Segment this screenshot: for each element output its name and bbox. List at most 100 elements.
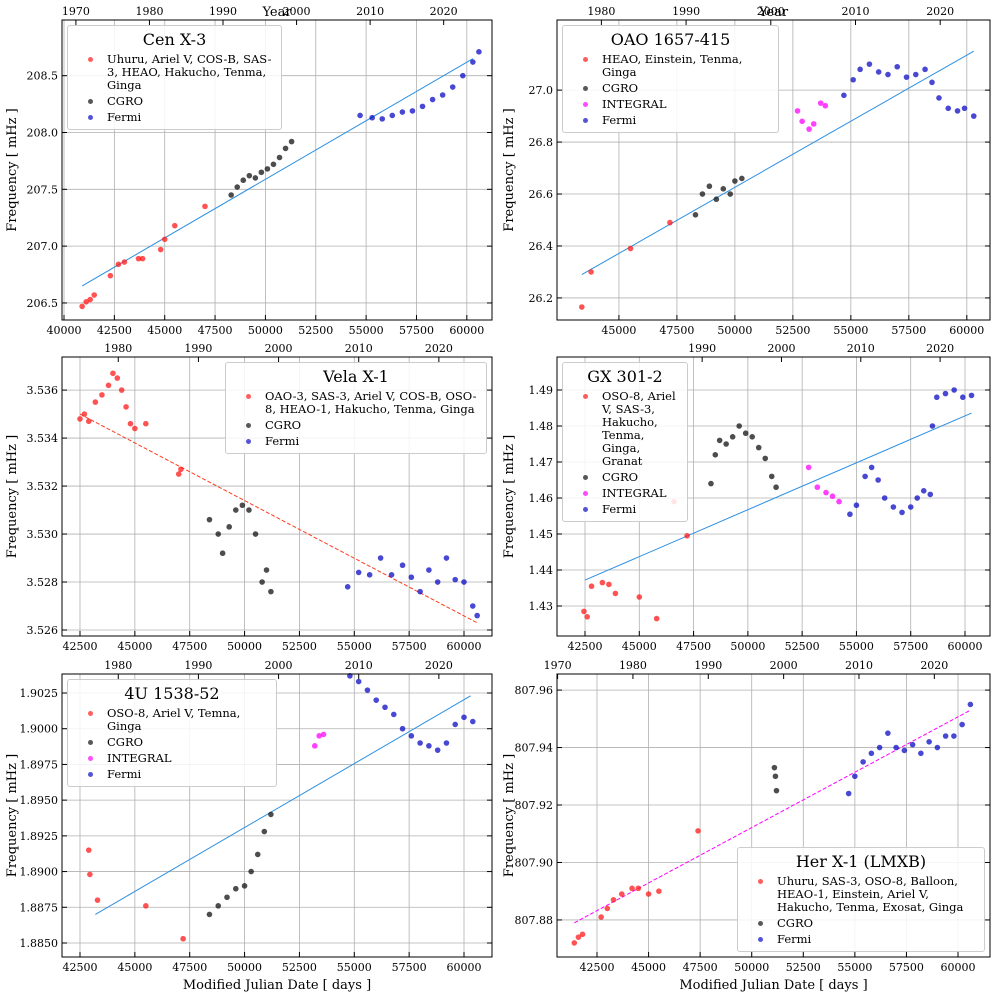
data-point xyxy=(771,764,778,771)
data-point xyxy=(773,484,779,491)
x2-tick-label: 1990 xyxy=(694,659,722,672)
data-point xyxy=(857,66,863,73)
legend-label: CGRO xyxy=(777,916,814,930)
y-tick-label: 807.92 xyxy=(515,799,554,812)
y-axis-label: Frequency [ mHz ] xyxy=(502,754,517,877)
y-tick-label: 1.44 xyxy=(529,564,554,577)
legend-marker xyxy=(758,879,763,884)
legend-label: CGRO xyxy=(107,94,144,108)
data-point xyxy=(599,579,606,586)
data-point xyxy=(805,464,812,471)
data-point xyxy=(847,511,853,518)
data-point xyxy=(443,740,450,746)
plot-frame xyxy=(556,19,991,321)
data-point xyxy=(373,697,380,703)
data-point xyxy=(246,507,252,513)
data-point xyxy=(452,721,459,728)
legend-title: Vela X-1 xyxy=(323,367,389,386)
x2-tick-label: 2020 xyxy=(425,659,453,672)
legend-label: Uhuru, SAS-3, OSO-8, Balloon, HEAO-1, Ei… xyxy=(777,874,964,914)
data-point xyxy=(571,940,578,946)
data-point xyxy=(695,828,701,834)
data-point xyxy=(936,95,942,101)
legend-marker xyxy=(583,507,588,512)
data-point xyxy=(355,678,362,685)
legend-entry: INTEGRAL xyxy=(76,752,268,765)
data-point xyxy=(706,183,713,190)
data-point xyxy=(890,504,897,510)
data-point xyxy=(951,733,957,739)
x2-tick-label: 2000 xyxy=(757,5,785,18)
data-point xyxy=(419,103,426,110)
data-point xyxy=(461,714,467,721)
data-point xyxy=(228,192,234,198)
legend-marker xyxy=(583,57,588,62)
data-point xyxy=(901,747,908,754)
legend-entry: INTEGRAL xyxy=(571,98,770,111)
data-point xyxy=(881,495,888,501)
x-tick-label: 45000 xyxy=(117,640,152,653)
data-point xyxy=(123,404,129,410)
data-point xyxy=(610,897,617,903)
data-point xyxy=(175,471,182,477)
plot-frame xyxy=(61,673,493,958)
legend-label: CGRO xyxy=(602,470,639,484)
x2-tick-label: 2020 xyxy=(425,342,453,355)
x-tick-label: 57500 xyxy=(392,961,427,974)
x-tick-label: 45000 xyxy=(631,961,666,974)
data-point xyxy=(206,516,213,523)
data-point xyxy=(355,569,362,576)
y-tick-label: 3.536 xyxy=(27,384,59,397)
data-point xyxy=(161,236,168,243)
y-tick-label: 807.88 xyxy=(515,914,554,927)
legend-marker xyxy=(88,740,93,745)
data-point xyxy=(868,464,875,471)
data-point xyxy=(452,576,459,583)
x-tick-label: 50000 xyxy=(717,324,752,337)
data-point xyxy=(417,588,423,595)
data-point xyxy=(656,888,662,895)
y-tick-label: 1.45 xyxy=(529,528,554,541)
x-axis-label: Modified Julian Date [ days ] xyxy=(679,978,867,993)
data-point xyxy=(708,480,714,487)
data-point xyxy=(627,245,634,252)
y-axis-label: Frequency [ mHz ] xyxy=(502,435,517,558)
y-tick-label: 3.528 xyxy=(27,576,59,589)
y-tick-label: 1.8950 xyxy=(20,794,59,807)
data-point xyxy=(85,847,92,853)
data-point xyxy=(970,113,977,119)
legend-label: INTEGRAL xyxy=(602,97,667,111)
x-tick-label: 42500 xyxy=(568,640,603,653)
data-point xyxy=(768,473,775,480)
y-tick-label: 1.49 xyxy=(529,384,554,397)
y-tick-label: 1.8900 xyxy=(20,866,59,879)
data-point xyxy=(845,790,852,797)
data-point xyxy=(429,96,436,103)
x2-tick-label: 2010 xyxy=(356,5,384,18)
y-tick-label: 3.534 xyxy=(27,432,59,445)
x2-tick-label: 2010 xyxy=(345,342,373,355)
x2-tick-label: 2020 xyxy=(926,5,954,18)
y-tick-label: 208.0 xyxy=(27,127,59,140)
legend-label: Fermi xyxy=(777,932,812,946)
data-point xyxy=(799,118,805,125)
legend-entry: OAO-3, SAS-3, Ariel V, COS-B, OSO-8, HEA… xyxy=(234,390,478,416)
data-point xyxy=(248,868,254,875)
data-point xyxy=(246,172,253,179)
data-point xyxy=(822,102,829,109)
y-tick-label: 208.5 xyxy=(27,70,59,83)
legend-marker xyxy=(583,118,588,123)
x2-tick-label: 2010 xyxy=(847,342,875,355)
data-point xyxy=(379,116,386,122)
data-point xyxy=(959,721,965,728)
legend-marker xyxy=(758,937,763,942)
data-point xyxy=(118,387,125,393)
legend: GX 301-2 OSO-8, Ariel V, SAS-3, Hakucho, … xyxy=(562,362,688,522)
data-point xyxy=(629,885,635,892)
data-point xyxy=(584,614,590,620)
legend-label: OSO-8, Ariel V, SAS-3, Hakucho, Tenma, G… xyxy=(602,389,676,468)
y-tick-label: 26.4 xyxy=(529,240,554,253)
data-point xyxy=(178,466,184,473)
data-point xyxy=(850,76,856,83)
data-point xyxy=(909,741,916,748)
